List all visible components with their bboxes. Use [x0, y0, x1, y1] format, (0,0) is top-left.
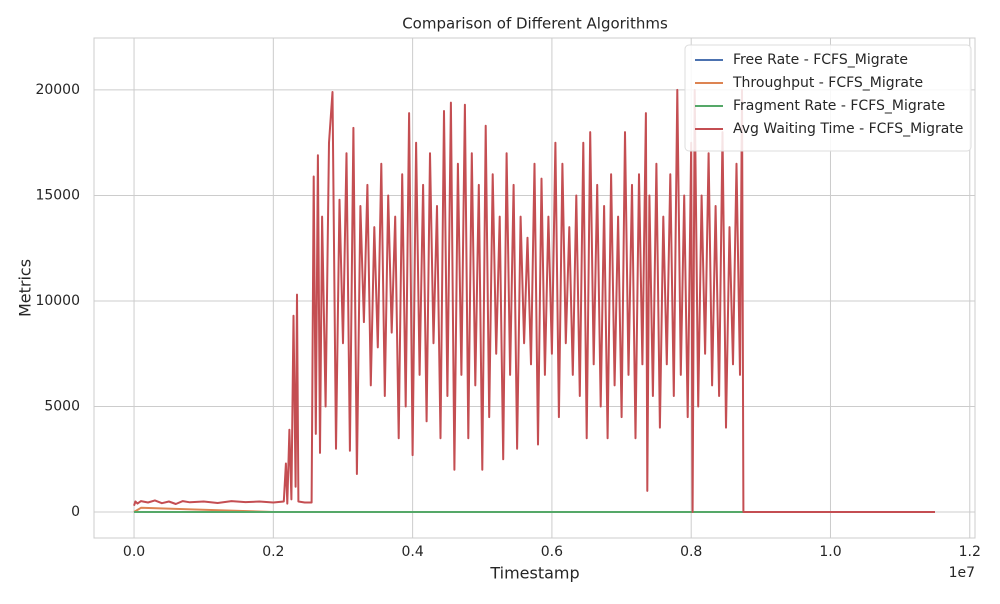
x-tick-label: 1.2: [959, 544, 981, 560]
x-tick-label: 0.2: [262, 544, 284, 560]
legend-box: [684, 44, 972, 152]
legend-label: Fragment Rate - FCFS_Migrate: [733, 98, 945, 114]
y-tick-label: 20000: [35, 82, 80, 98]
x-tick-label: 0.4: [401, 544, 423, 560]
legend-label: Avg Waiting Time - FCFS_Migrate: [733, 121, 963, 137]
y-tick-label: 15000: [35, 187, 80, 203]
x-tick-label: 0.6: [541, 544, 563, 560]
x-tick-label: 0.0: [123, 544, 145, 560]
y-tick-label: 10000: [35, 293, 80, 309]
x-offset-label: 1e7: [949, 565, 975, 581]
chart-title: Comparison of Different Algorithms: [402, 15, 668, 33]
plot-frame: [93, 37, 976, 539]
y-tick-label: 5000: [44, 399, 80, 415]
x-tick-label: 1.0: [819, 544, 841, 560]
line: [133, 88, 935, 513]
x-tick-label: 0.8: [680, 544, 702, 560]
legend-label: Free Rate - FCFS_Migrate: [733, 52, 908, 68]
x-axis-label: Timestamp: [489, 564, 579, 583]
y-axis-label: Metrics: [16, 259, 35, 317]
legend-label: Throughput - FCFS_Migrate: [732, 75, 923, 91]
y-tick-label: 0: [71, 504, 80, 520]
